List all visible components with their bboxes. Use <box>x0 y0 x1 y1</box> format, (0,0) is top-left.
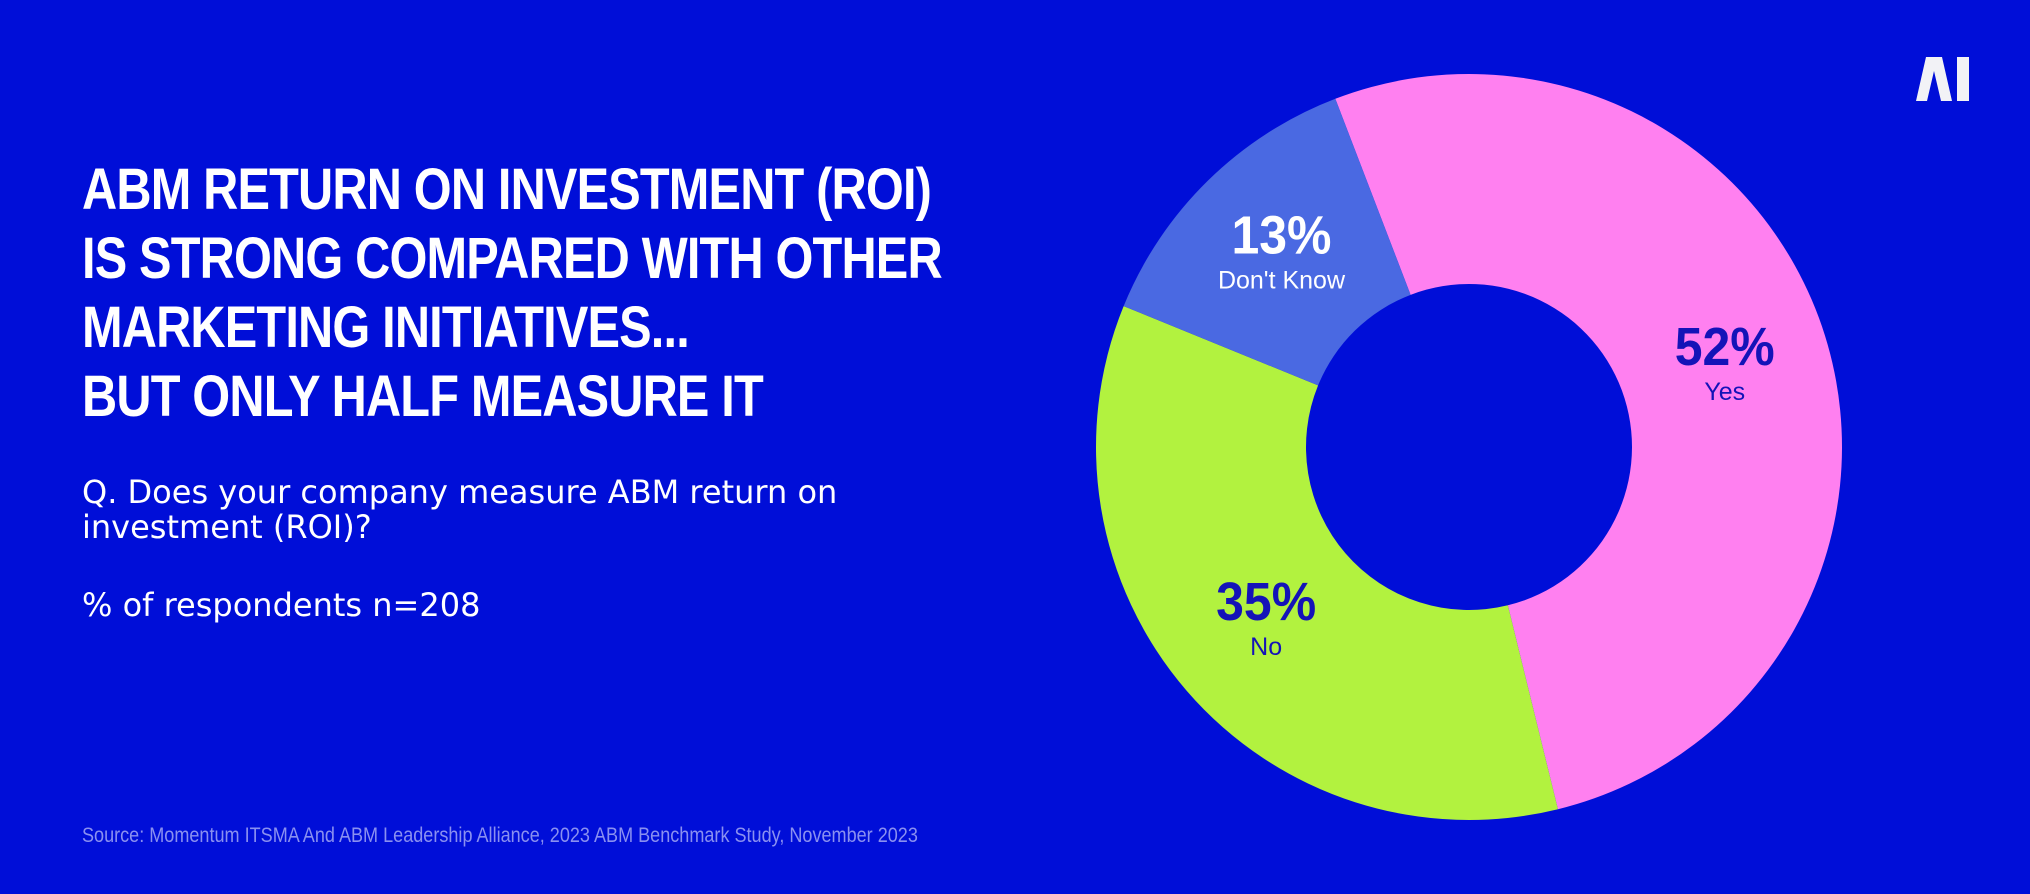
survey-question: Q. Does your company measure ABM return … <box>82 473 838 546</box>
title-line-2: IS STRONG COMPARED WITH OTHER <box>82 226 943 291</box>
title-line-1: ABM RETURN ON INVESTMENT (ROI) <box>82 157 932 222</box>
logo-letter-i <box>1957 57 1969 101</box>
slice-yes <box>1335 74 1842 810</box>
respondents-note: % of respondents n=208 <box>82 586 481 624</box>
slice-no <box>1096 306 1558 821</box>
labels-layer: 52%Yes 35%No 13%Don't Know <box>1216 206 1775 662</box>
category-label-yes: Yes <box>1704 378 1745 406</box>
slice-don-t-know <box>1123 98 1411 386</box>
data-label-don-t-know: 13% <box>1231 206 1331 266</box>
title-line-3: MARKETING INITIATIVES... <box>82 295 690 360</box>
source-note: Source: Momentum ITSMA And ABM Leadershi… <box>82 824 918 847</box>
category-label-no: No <box>1250 633 1282 661</box>
slices-layer <box>1096 74 1842 821</box>
page-title: ABM RETURN ON INVESTMENT (ROI) IS STRONG… <box>82 155 943 431</box>
logo-letter-a <box>1916 57 1952 101</box>
category-label-don-t-know: Don't Know <box>1218 267 1346 295</box>
title-line-4: BUT ONLY HALF MEASURE IT <box>82 364 764 429</box>
ai-logo-svg <box>1916 57 1969 101</box>
ai-logo-icon <box>1916 57 1972 101</box>
data-label-no: 35% <box>1216 572 1316 632</box>
data-label-yes: 52% <box>1675 317 1775 377</box>
